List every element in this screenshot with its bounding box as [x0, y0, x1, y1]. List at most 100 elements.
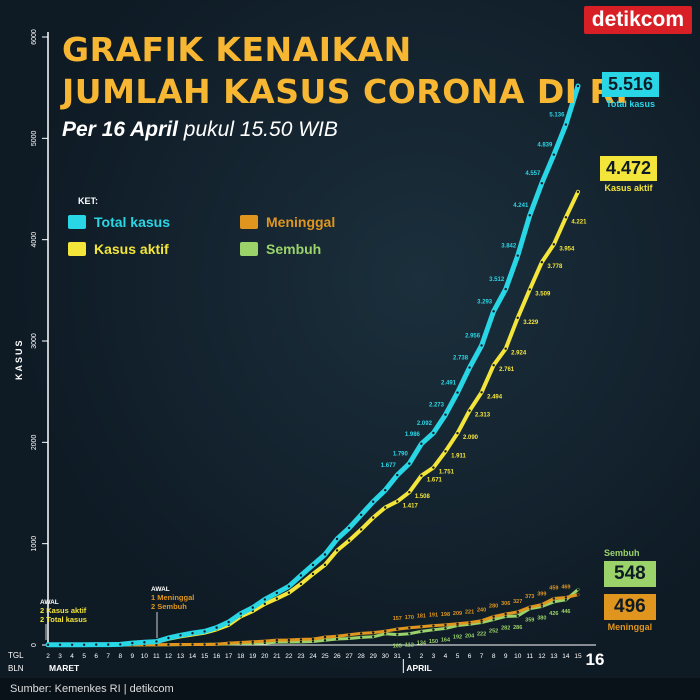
data-label-meninggal: 209	[453, 611, 462, 617]
point-meninggal	[179, 643, 182, 646]
x-tick-label: 23	[297, 653, 305, 660]
data-label-total: 2.273	[429, 403, 445, 409]
point-meninggal	[384, 630, 387, 633]
data-label-meninggal: 198	[441, 612, 450, 618]
bln-label: BLN	[8, 664, 24, 673]
point-meninggal	[275, 638, 279, 642]
x-tick-label: 29	[370, 653, 378, 660]
x-tick-label: 19	[249, 653, 257, 660]
callout-aktif: 4.472 Kasus aktif	[600, 156, 658, 193]
point-aktif	[468, 409, 471, 412]
x-tick-label: 16	[213, 653, 221, 660]
point-aktif	[540, 260, 544, 264]
legend-swatch-meninggal	[240, 215, 258, 229]
point-meninggal	[215, 643, 218, 646]
subtitle-time: pukul 15.50 WIB	[177, 118, 338, 141]
point-sembuh	[516, 614, 519, 618]
data-label-meninggal: 280	[489, 604, 498, 610]
legend-label-aktif: Kasus aktif	[94, 241, 169, 257]
legend-total: Total kasus	[68, 214, 170, 230]
annotation-awal-2-line-0: AWAL	[151, 586, 170, 593]
data-label-sembuh: 286	[513, 625, 522, 631]
point-meninggal	[287, 638, 291, 642]
callout-sembuh-label: Sembuh	[604, 548, 640, 558]
x-tick-label: 11	[526, 653, 533, 660]
point-meninggal	[299, 638, 303, 641]
point-total	[540, 182, 544, 185]
data-label-meninggal: 170	[405, 615, 414, 621]
point-aktif	[444, 450, 447, 453]
callout-aktif-value: 4.472	[600, 156, 658, 181]
x-tick-label: 6	[94, 653, 98, 660]
point-meninggal	[420, 625, 423, 628]
point-sembuh	[552, 600, 556, 604]
point-total	[420, 442, 423, 445]
point-aktif	[372, 516, 375, 519]
data-label-aktif: 2.924	[511, 351, 527, 357]
data-label-sembuh: 103	[393, 644, 402, 650]
point-meninggal	[444, 623, 447, 627]
point-aktif	[275, 597, 279, 600]
line-meninggal	[46, 593, 580, 647]
annotation-awal-1-line-1: 2 Kasus aktif	[40, 606, 87, 615]
point-aktif	[396, 500, 399, 503]
point-meninggal	[335, 634, 339, 638]
data-label-total: 4.839	[537, 143, 553, 149]
point-sembuh	[347, 637, 351, 640]
data-label-meninggal: 306	[501, 601, 510, 607]
subtitle-date: Per 16 April	[62, 118, 178, 141]
data-label-meninggal: 459	[549, 585, 558, 591]
point-meninggal	[359, 632, 363, 635]
point-sembuh	[335, 637, 339, 641]
point-sembuh	[444, 627, 447, 630]
x-tick-label: 13	[550, 653, 558, 660]
x-tick-label-end: 16	[586, 650, 605, 669]
callout-meninggal-label: Meninggal	[607, 622, 653, 632]
point-aktif	[335, 549, 339, 552]
point-meninggal	[203, 643, 206, 646]
data-label-total: 5.136	[549, 113, 565, 119]
point-total	[444, 413, 447, 416]
point-total	[227, 620, 230, 624]
x-tick-label: 4	[444, 653, 448, 660]
callout-total: 5.516 Total kasus	[602, 72, 660, 109]
data-label-total: 4.557	[525, 171, 541, 177]
x-tick-label: 12	[165, 653, 173, 660]
subtitle: Per 16 April pukul 15.50 WIB	[62, 118, 338, 142]
point-total	[275, 591, 279, 595]
x-tick-label: 27	[345, 653, 353, 660]
point-meninggal	[323, 635, 327, 639]
title-line-1: GRAFIK KENAIKAN	[62, 30, 412, 69]
x-tick-label: 11	[153, 653, 160, 660]
point-sembuh	[420, 630, 423, 633]
point-total	[347, 526, 351, 530]
data-label-meninggal: 399	[537, 592, 546, 598]
point-aktif	[299, 582, 303, 586]
point-sembuh	[576, 588, 580, 591]
data-label-total: 1.986	[405, 432, 421, 438]
point-total	[468, 366, 471, 369]
data-label-total: 2.092	[417, 421, 433, 427]
point-total	[335, 537, 339, 541]
x-tick-label: 2	[420, 653, 424, 660]
legend-label-sembuh: Sembuh	[266, 241, 322, 257]
point-total	[311, 563, 315, 567]
callout-sembuh-value: 548	[604, 561, 656, 587]
y-tick-label: 3000	[31, 333, 38, 349]
month-maret: MARET	[49, 663, 80, 673]
data-label-aktif: 1.911	[451, 453, 466, 459]
x-tick-label: 3	[432, 653, 436, 660]
data-label-aktif: 2.313	[475, 413, 491, 419]
point-aktif	[564, 216, 568, 219]
point-meninggal	[540, 603, 544, 606]
point-total	[359, 513, 363, 516]
annotation-awal-1-line-0: AWAL	[40, 599, 59, 606]
line-sembuh	[46, 588, 580, 647]
line-total	[45, 83, 581, 648]
data-label-aktif: 1.417	[403, 503, 419, 509]
y-tick-label: 6000	[31, 29, 38, 45]
x-tick-label: 12	[538, 653, 546, 660]
data-label-total: 3.842	[501, 244, 517, 250]
point-sembuh	[408, 632, 411, 635]
point-total	[564, 123, 568, 126]
